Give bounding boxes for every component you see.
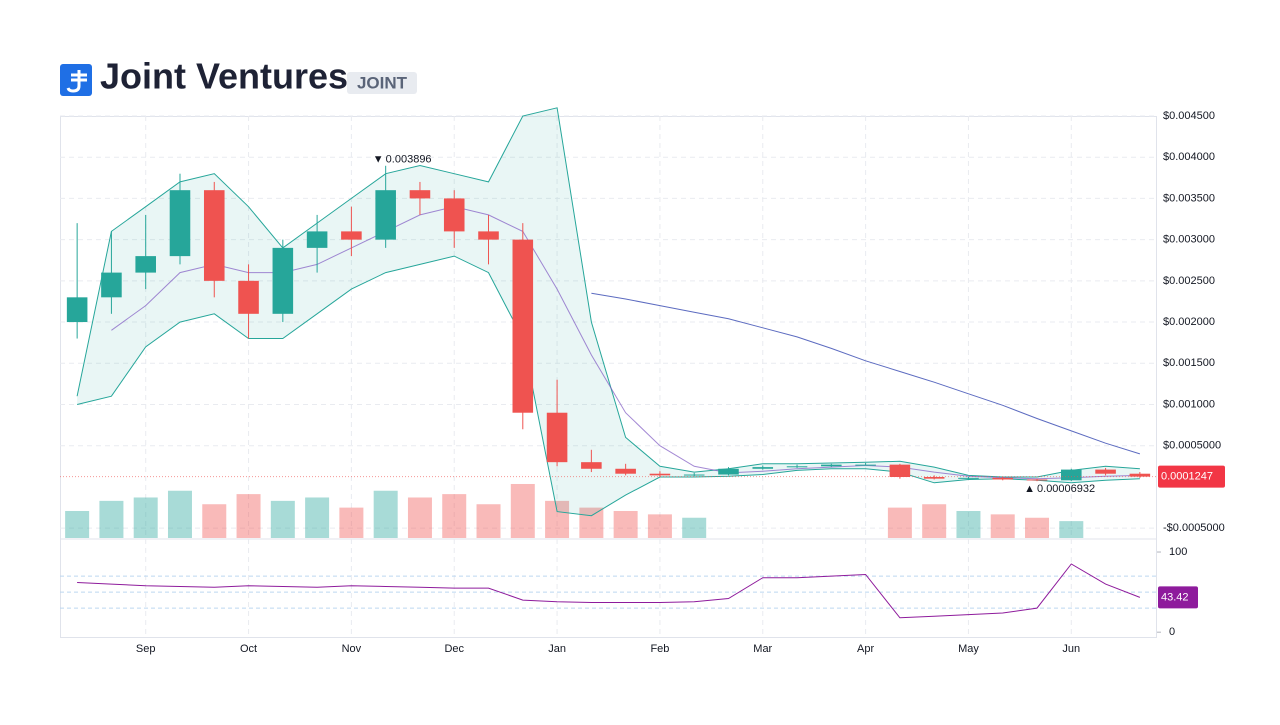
volume-bar xyxy=(270,500,295,538)
volume-bar xyxy=(407,497,432,538)
candle-body xyxy=(649,473,671,476)
candle-body xyxy=(581,462,602,469)
candle-body xyxy=(306,231,328,248)
band-fill xyxy=(77,107,1140,516)
volume-bar xyxy=(305,497,330,538)
candle-body xyxy=(923,477,945,479)
volume-bar xyxy=(339,507,364,538)
x-tick-label: Apr xyxy=(857,643,874,655)
moving-average xyxy=(591,292,1141,455)
candle-body xyxy=(821,464,842,467)
volume-bar xyxy=(510,483,535,538)
y-tick-label: $0.002000 xyxy=(1163,316,1215,328)
volume-bar xyxy=(922,504,947,538)
candle-body xyxy=(889,464,911,478)
y-tick-label: $0.003500 xyxy=(1163,192,1215,204)
candle-body xyxy=(1026,479,1048,481)
x-tick-label: Mar xyxy=(753,643,772,655)
x-tick-label: Nov xyxy=(342,643,362,655)
rsi-value-label: 43.42 xyxy=(1161,591,1189,603)
candle-body xyxy=(135,256,156,273)
candle-body xyxy=(1061,469,1082,481)
candle-body xyxy=(203,190,225,281)
candle-body xyxy=(409,190,431,199)
candle-body xyxy=(169,190,191,257)
x-tick-label: Feb xyxy=(650,643,669,655)
candle-body xyxy=(958,477,979,479)
low-marker: ▲ xyxy=(1024,483,1035,495)
y-tick-label: $0.001500 xyxy=(1163,357,1215,369)
volume-bar xyxy=(956,510,981,538)
volume-bar xyxy=(99,500,124,538)
rsi-tick-label: 0 xyxy=(1169,626,1175,638)
volume-bar xyxy=(442,494,467,538)
candle-body xyxy=(615,468,636,474)
candle-body xyxy=(443,198,465,232)
volume-bar xyxy=(373,490,398,538)
volume-bar xyxy=(647,514,672,538)
x-tick-label: Oct xyxy=(240,643,257,655)
y-tick-label: $0.004000 xyxy=(1163,151,1215,163)
candle-body xyxy=(786,466,808,468)
y-tick-label: $0.004500 xyxy=(1163,110,1215,122)
band-upper xyxy=(76,107,1140,478)
volume-bar xyxy=(202,504,227,538)
rsi-tick-label: 100 xyxy=(1169,546,1187,558)
high-label: 0.003896 xyxy=(386,154,432,166)
candle-body xyxy=(992,477,1014,480)
volume-bar xyxy=(682,517,707,538)
volume-bar xyxy=(990,514,1015,538)
rsi-value-box xyxy=(1158,586,1198,609)
rsi-line xyxy=(77,563,1141,619)
candle-body xyxy=(478,231,499,240)
candle-body xyxy=(101,272,122,298)
candle-body xyxy=(718,468,739,475)
x-tick-label: Jan xyxy=(548,643,566,655)
volume-bar xyxy=(167,490,192,538)
low-label: 0.00006932 xyxy=(1037,483,1095,495)
candle-body xyxy=(855,464,876,466)
x-tick-label: Jun xyxy=(1062,643,1080,655)
candle-body xyxy=(272,247,294,314)
candle-body xyxy=(752,467,774,469)
volume-bar xyxy=(1025,517,1050,538)
y-tick-label: -$0.0005000 xyxy=(1163,522,1225,534)
x-tick-label: May xyxy=(958,643,979,655)
candle-body xyxy=(546,412,568,463)
volume-bar xyxy=(236,494,261,538)
candle-body xyxy=(1129,473,1151,477)
x-tick-label: Sep xyxy=(136,643,156,655)
volume-bar xyxy=(613,510,638,538)
logo-glyph xyxy=(66,70,87,93)
volume-bar xyxy=(545,500,570,538)
y-tick-label: $0.002500 xyxy=(1163,275,1215,287)
plot-frame xyxy=(60,116,1157,638)
last-price-label: 0.0001247 xyxy=(1161,471,1213,483)
candle-body xyxy=(375,190,396,240)
band-lower xyxy=(76,255,1140,517)
volume-bar xyxy=(65,510,90,538)
candle-body xyxy=(66,297,88,323)
volume-bar xyxy=(1059,521,1084,538)
title: Joint Ventures xyxy=(100,56,348,97)
candle-body xyxy=(1095,469,1116,474)
candle-body xyxy=(512,239,534,413)
x-tick-label: Dec xyxy=(444,643,464,655)
ticker-badge xyxy=(347,72,417,94)
ticker: JOINT xyxy=(357,73,408,92)
high-marker: ▼ xyxy=(373,154,384,166)
last-price-box xyxy=(1158,465,1225,488)
y-tick-label: $0.003000 xyxy=(1163,234,1215,246)
candle-body xyxy=(683,474,705,476)
candle-body xyxy=(238,280,259,314)
volume-bar xyxy=(476,504,501,538)
volume-bar xyxy=(887,507,912,538)
y-tick-label: $0.0005000 xyxy=(1163,440,1221,452)
y-tick-label: $0.001000 xyxy=(1163,398,1215,410)
volume-bar xyxy=(133,497,158,538)
candle-body xyxy=(341,231,362,240)
